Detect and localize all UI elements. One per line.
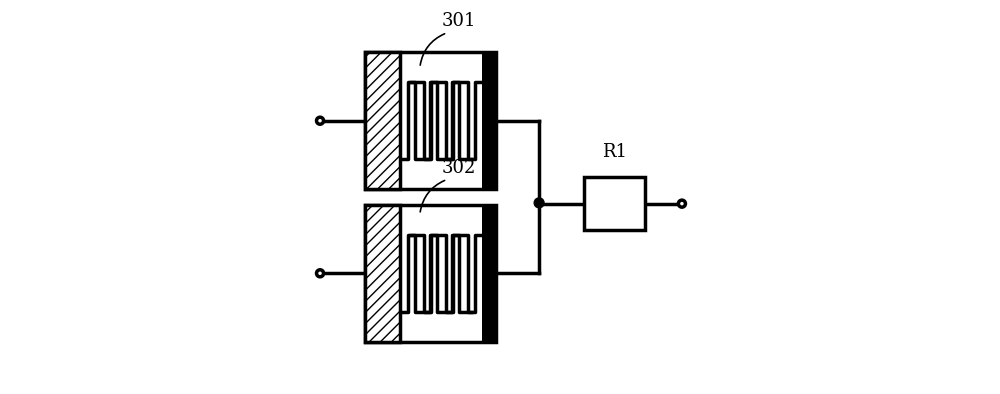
Bar <box>365 205 400 342</box>
Circle shape <box>317 270 324 277</box>
Bar <box>482 205 496 342</box>
Bar <box>365 52 400 189</box>
Circle shape <box>534 198 544 208</box>
Bar <box>365 52 496 189</box>
Bar <box>584 177 645 230</box>
Text: 302: 302 <box>442 159 476 177</box>
Text: R1: R1 <box>602 143 627 161</box>
Circle shape <box>678 200 685 207</box>
Bar <box>365 205 496 342</box>
Bar <box>482 52 496 189</box>
Text: 301: 301 <box>442 12 476 30</box>
Circle shape <box>317 117 324 124</box>
